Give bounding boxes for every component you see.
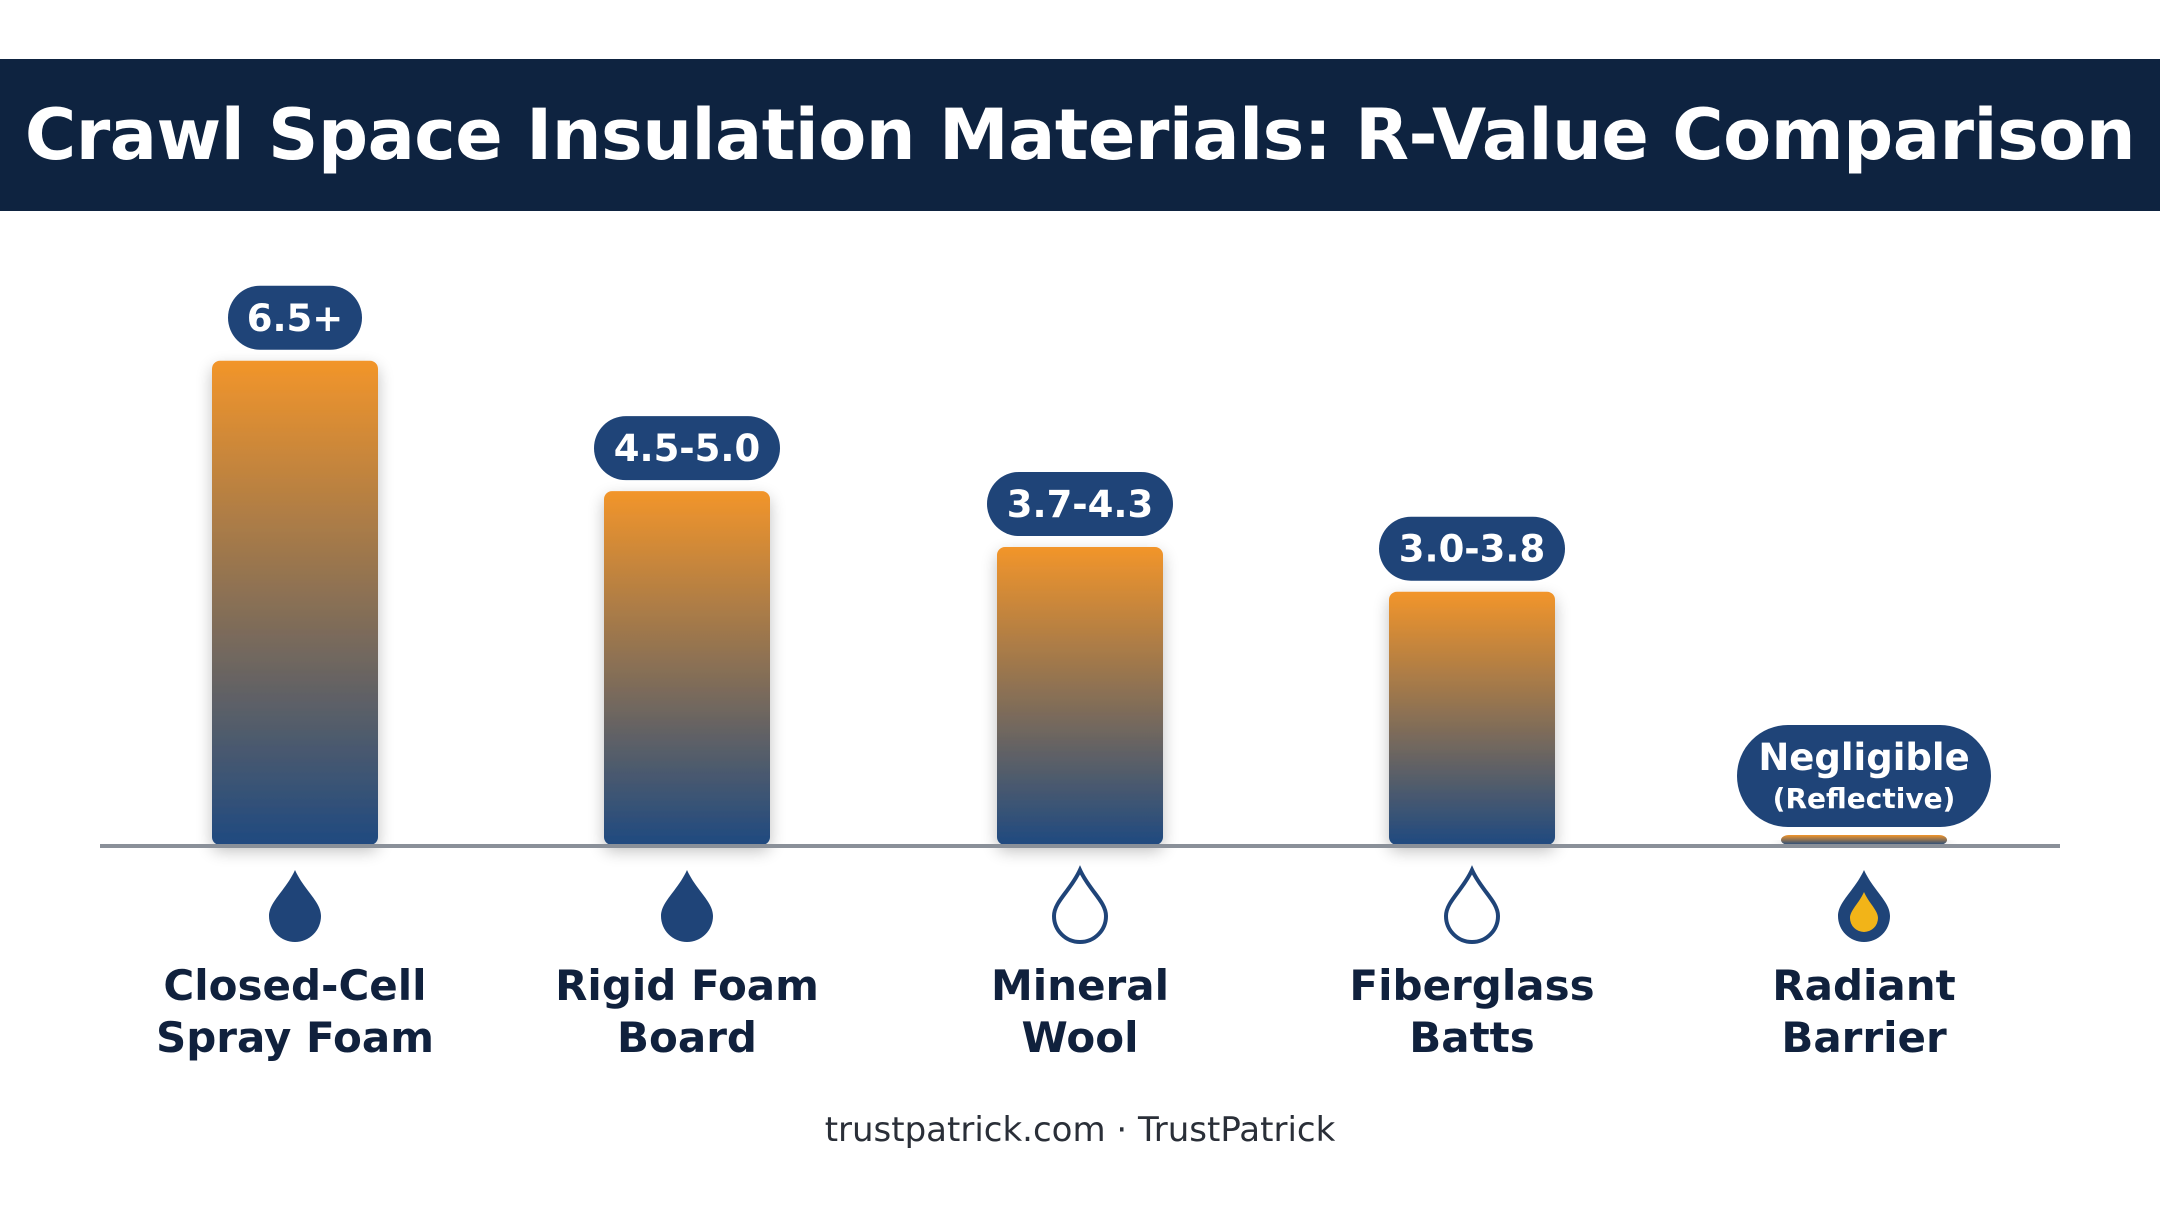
water-drop-filled-icon — [661, 870, 713, 942]
data-label-text: 3.0-3.8 — [1399, 528, 1545, 571]
bar-3 — [1389, 591, 1555, 845]
data-label-text: 4.5-5.0 — [614, 427, 760, 470]
data-label-3: 3.0-3.8 — [1379, 516, 1565, 581]
data-label-2: 3.7-4.3 — [987, 472, 1173, 536]
water-drop-outline-icon — [1051, 865, 1109, 944]
title-banner: Crawl Space Insulation Materials: R-Valu… — [0, 59, 2160, 211]
data-label-pill — [228, 285, 362, 350]
data-label-pill — [1737, 725, 1991, 827]
category-label-0-line-0: Closed-Cell — [163, 961, 426, 1010]
bar-0 — [212, 360, 378, 845]
category-label-1-line-1: Board — [617, 1013, 757, 1062]
data-label-text: 3.7-4.3 — [1007, 483, 1153, 526]
category-label-3-line-0: Fiberglass — [1349, 961, 1594, 1010]
category-label-4-line-1: Barrier — [1781, 1013, 1947, 1062]
category-label-1-line-0: Rigid Foam — [555, 961, 819, 1010]
footer-credit: trustpatrick.com · TrustPatrick — [824, 1110, 1336, 1150]
category-label-4-line-0: Radiant — [1772, 961, 1955, 1010]
water-drop-amber-icon — [1838, 870, 1890, 942]
category-label-2-line-1: Wool — [1022, 1013, 1139, 1062]
data-label-1: 4.5-5.0 — [594, 416, 780, 481]
bars-layer — [212, 360, 1947, 845]
bar-1 — [604, 491, 770, 845]
water-drop-outline-icon — [1443, 865, 1501, 944]
data-label-4: Negligible(Reflective) — [1737, 725, 1991, 827]
water-drop-filled-icon — [269, 870, 321, 942]
data-label-pill — [594, 416, 780, 481]
data-labels-layer: 6.5+ 4.5-5.0 3.7-4.3 3.0-3.8 Negligible(Refl… — [228, 285, 1991, 827]
category-label-3-line-1: Batts — [1409, 1013, 1535, 1062]
bar-2 — [997, 547, 1163, 845]
category-label-0-line-1: Spray Foam — [156, 1013, 434, 1062]
data-label-subtext: (Reflective) — [1773, 782, 1956, 815]
data-label-pill — [1379, 516, 1565, 581]
data-label-text: Negligible — [1758, 736, 1969, 779]
category-label-2-line-0: Mineral — [991, 961, 1169, 1010]
chart-title: Crawl Space Insulation Materials: R-Valu… — [24, 94, 2136, 176]
data-label-pill — [987, 472, 1173, 536]
icons-layer — [269, 865, 1890, 944]
bar-4 — [1781, 835, 1947, 845]
data-label-text: 6.5+ — [247, 297, 344, 340]
data-label-0: 6.5+ — [228, 285, 362, 350]
